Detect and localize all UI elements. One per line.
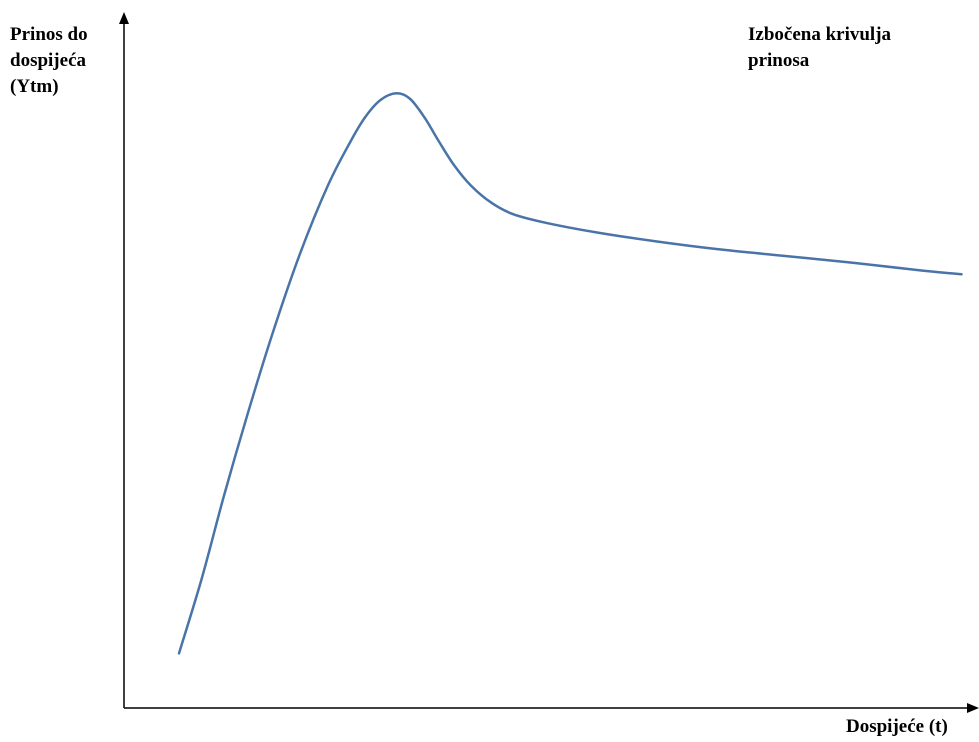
y-axis-label: Prinos do dospijeća (Ytm) <box>10 24 88 97</box>
series-layer <box>177 92 963 655</box>
x-axis-label: Dospijeće (t) <box>846 716 948 737</box>
y-axis-arrowhead <box>119 12 129 24</box>
series-line-0 <box>177 92 963 655</box>
x-axis-arrowhead <box>967 703 979 713</box>
axes <box>119 12 979 713</box>
chart-annotation: Izbočena krivulja prinosa <box>748 24 892 71</box>
